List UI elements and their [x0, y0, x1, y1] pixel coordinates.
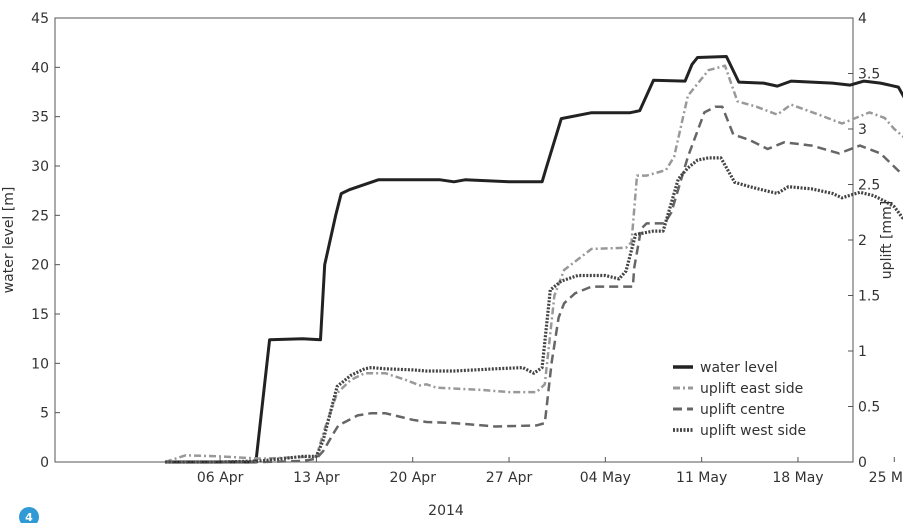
legend-entry: water level — [700, 360, 778, 376]
y-axis-right-ticks: 0 0.5 1 1.5 2 2.5 3 3.5 4 — [848, 11, 880, 471]
y2-tick-label: 1 — [858, 344, 867, 360]
y-tick-label: 20 — [31, 258, 49, 274]
y-tick-label: 10 — [31, 356, 49, 372]
x-tick-label: 11 May — [676, 470, 727, 486]
figure-badge: 4 — [19, 507, 39, 523]
y-tick-label: 25 — [31, 208, 49, 224]
x-tick-label: 06 Apr — [197, 470, 244, 486]
y2-tick-label: 2 — [858, 233, 867, 249]
figure-badge-label: 4 — [25, 511, 33, 523]
x-tick-label: 18 May — [772, 470, 823, 486]
y2-tick-label: 4 — [858, 11, 867, 27]
y-axis-left-ticks: 0 5 10 15 20 25 30 35 40 45 — [31, 11, 60, 471]
x-tick-label: 25 May — [869, 470, 903, 486]
y2-tick-label: 2.5 — [858, 178, 880, 194]
legend-entry: uplift east side — [700, 381, 803, 397]
y2-tick-label: 0 — [858, 455, 867, 471]
series-line-uplift-west-side — [165, 156, 903, 464]
y-tick-label: 0 — [40, 455, 49, 471]
y-tick-label: 45 — [31, 11, 49, 27]
series-line-uplift-centre — [165, 105, 903, 464]
series-line-uplift-east-side — [164, 64, 903, 464]
x-tick-label: 27 Apr — [486, 470, 533, 486]
y2-tick-label: 1.5 — [858, 289, 880, 305]
x-tick-label: 04 May — [580, 470, 631, 486]
legend-entry: uplift centre — [700, 402, 785, 418]
series-line-water-level — [165, 55, 903, 464]
y-axis-right-label: uplift [mm] — [879, 201, 895, 279]
y-tick-label: 15 — [31, 307, 49, 323]
figure-badge-circle — [19, 507, 39, 523]
x-axis-label: 2014 — [428, 503, 464, 519]
x-axis-ticks: 06 Apr 13 Apr 20 Apr 27 Apr 04 May 11 May 18 M… — [197, 457, 903, 486]
y-tick-label: 5 — [40, 406, 49, 422]
x-tick-label: 20 Apr — [389, 470, 436, 486]
y2-tick-label: 3 — [858, 122, 867, 138]
legend: water level uplift east side uplift centre… — [673, 360, 806, 439]
x-tick-label: 13 Apr — [293, 470, 340, 486]
y-tick-label: 35 — [31, 110, 49, 126]
y2-tick-label: 0.5 — [858, 400, 880, 416]
y-axis-left-label: water level [m] — [1, 187, 17, 294]
y-tick-label: 30 — [31, 159, 49, 175]
series-lines — [164, 55, 903, 464]
y-tick-label: 40 — [31, 60, 49, 76]
y2-tick-label: 3.5 — [858, 67, 880, 83]
legend-entry: uplift west side — [700, 423, 806, 439]
